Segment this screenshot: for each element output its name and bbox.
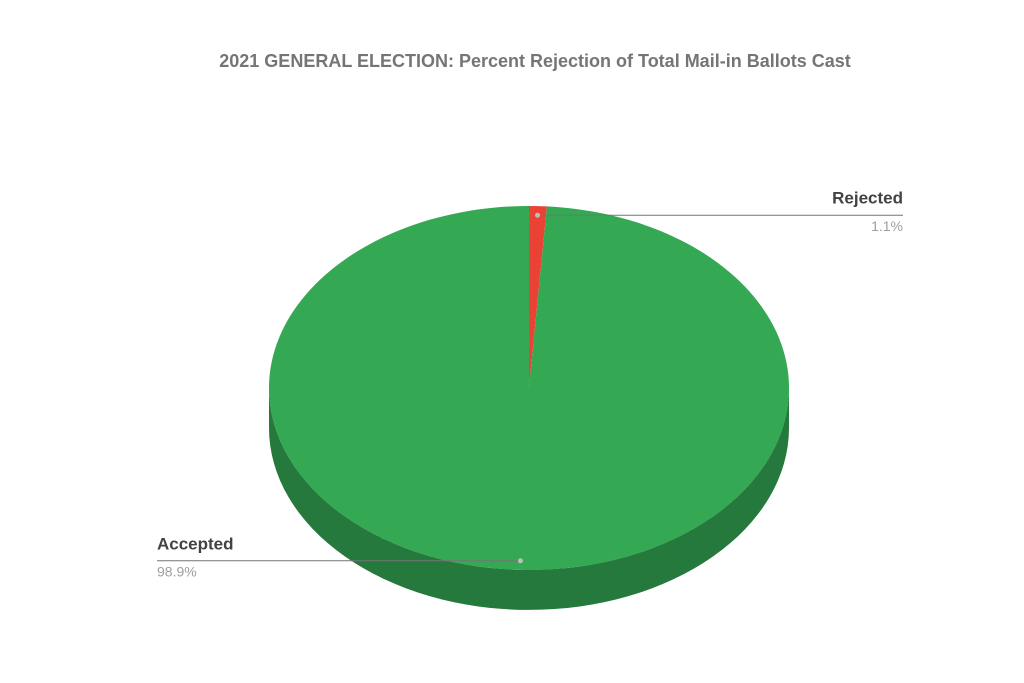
- slice-label: Accepted: [157, 534, 234, 553]
- pie-slice: [268, 206, 789, 570]
- pie-side: [269, 388, 789, 610]
- slice-label: Rejected: [832, 189, 903, 208]
- pie-slice: [529, 206, 547, 388]
- leader-dot: [535, 212, 541, 218]
- chart-title: 2021 GENERAL ELECTION: Percent Rejection…: [219, 51, 850, 71]
- leader-dot: [517, 558, 523, 564]
- value-label: 98.9%: [157, 563, 197, 579]
- value-label: 1.1%: [871, 218, 903, 234]
